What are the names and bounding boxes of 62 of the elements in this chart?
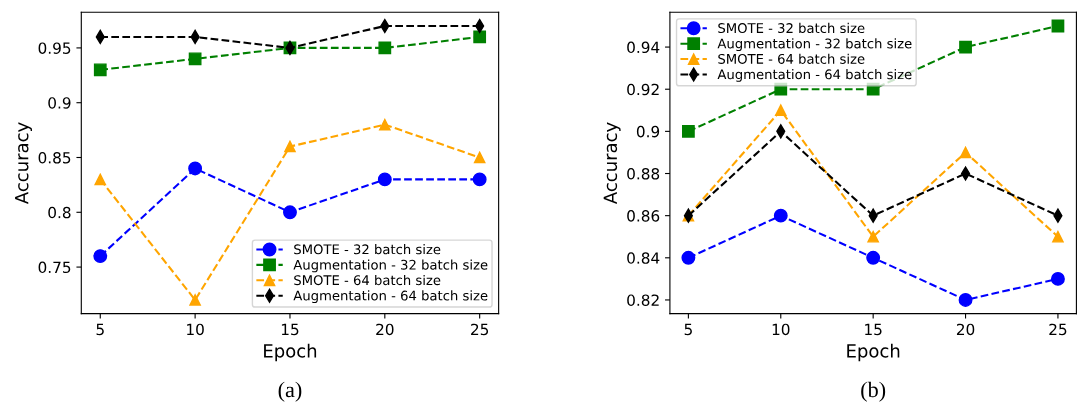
point (774, 104, 787, 117)
point (473, 30, 487, 44)
x-tick-label: 10 (187, 323, 204, 336)
x-tick-label: 15 (865, 323, 882, 336)
point (283, 205, 297, 220)
point (1050, 271, 1065, 286)
legend-label: SMOTE - 64 batch size (294, 274, 441, 286)
x-tick-label: 5 (684, 323, 692, 336)
legend-label: Augmentation - 32 batch size (293, 259, 488, 273)
x-tick-label: 15 (281, 323, 299, 336)
y-tick-label: 0.8 (48, 206, 71, 219)
y-tick-label: 0.92 (627, 83, 659, 96)
y-tick-label: 0.88 (627, 167, 660, 180)
y-tick-label: 0.84 (627, 252, 660, 264)
point (378, 118, 391, 131)
y-tick-label: 0.82 (627, 294, 659, 306)
point (378, 41, 392, 55)
point (1052, 230, 1064, 243)
point (93, 249, 108, 264)
point (959, 146, 972, 159)
point (377, 172, 392, 187)
point (473, 151, 486, 164)
y-tick-label: 0.95 (38, 42, 71, 54)
text: (a) (278, 381, 302, 402)
point (472, 172, 487, 187)
legend-label: Augmentation - 64 batch size (293, 290, 488, 304)
point (959, 40, 972, 54)
legend-label: SMOTE - 64 batch size (718, 53, 865, 64)
point (867, 230, 879, 243)
x-tick-label: 25 (1049, 323, 1067, 336)
text: (b) (861, 381, 886, 402)
x-tick-label: 10 (772, 323, 790, 336)
point (773, 208, 788, 223)
point (188, 52, 202, 66)
legend-label: SMOTE - 32 batch size (718, 22, 865, 34)
x-tick-label: 20 (956, 323, 975, 336)
x-tick-label: 20 (376, 323, 394, 336)
point (958, 293, 973, 307)
point (189, 294, 201, 306)
y-axis-title: Accuracy (15, 122, 33, 205)
legend-label: Augmentation - 64 batch size (717, 69, 912, 82)
point (188, 161, 203, 176)
x-tick-label: 25 (471, 323, 489, 336)
y-tick-label: 0.94 (627, 41, 660, 54)
point (94, 173, 107, 186)
x-axis-title: Epoch (264, 343, 317, 362)
legend-label: Augmentation - 32 batch size (717, 38, 912, 52)
y-axis-title: Accuracy (603, 122, 621, 205)
point (93, 63, 107, 77)
point (681, 250, 696, 265)
point (866, 250, 881, 265)
legend-label: SMOTE - 32 batch size (294, 244, 441, 255)
y-tick-label: 0.75 (38, 261, 71, 274)
y-tick-label: 0.9 (636, 125, 660, 138)
x-tick-label: 5 (96, 323, 104, 336)
y-tick-label: 0.86 (627, 210, 660, 222)
point (960, 166, 971, 181)
point (284, 140, 296, 153)
y-tick-label: 0.9 (48, 97, 71, 109)
y-tick-label: 0.85 (38, 151, 71, 164)
x-axis-title: Epoch (847, 343, 900, 362)
point (681, 124, 695, 138)
